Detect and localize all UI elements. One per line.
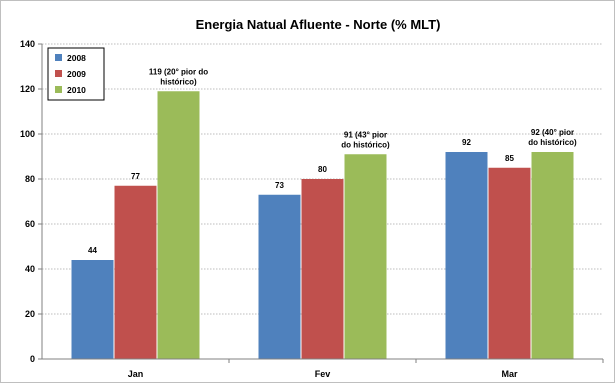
legend-label: 2010 [67, 85, 86, 95]
chart-title: Energia Natual Afluente - Norte (% MLT) [196, 17, 441, 32]
bar [445, 152, 488, 359]
y-tick-label: 80 [25, 174, 35, 184]
data-label: 85 [505, 154, 514, 163]
data-label: do histórico) [341, 140, 390, 149]
y-tick-label: 0 [30, 354, 35, 364]
data-label: 73 [275, 181, 284, 190]
y-tick-label: 120 [20, 84, 35, 94]
bar [71, 260, 114, 359]
bar [531, 152, 574, 359]
y-tick-label: 40 [25, 264, 35, 274]
data-label: 77 [131, 172, 140, 181]
x-axis: Jan Fev Mar [42, 358, 604, 379]
bar [344, 154, 387, 359]
data-label: 44 [88, 246, 97, 255]
y-tick-label: 140 [20, 39, 35, 49]
y-tick-label: 60 [25, 219, 35, 229]
y-tick-label: 20 [25, 309, 35, 319]
data-label: 92 (40° pior [531, 128, 574, 137]
legend-swatch [55, 86, 62, 93]
x-tick-label: Mar [501, 369, 518, 379]
x-tick-label: Fev [315, 369, 331, 379]
data-label: 80 [318, 165, 327, 174]
bar [114, 185, 157, 359]
data-label: do histórico) [528, 138, 577, 147]
legend-label: 2008 [67, 53, 86, 63]
bar [301, 179, 344, 359]
legend-swatch [55, 70, 62, 77]
legend-swatch [55, 54, 62, 61]
bar [488, 167, 531, 359]
bar [258, 194, 301, 359]
y-axis: 0 20 40 60 80 100 120 140 [20, 39, 43, 364]
legend-label: 2009 [67, 69, 86, 79]
data-label: 91 (43° pior [344, 130, 387, 139]
x-tick-label: Jan [128, 369, 144, 379]
bar [157, 91, 200, 359]
y-tick-label: 100 [20, 129, 35, 139]
legend: 2008 2009 2010 [47, 47, 105, 101]
data-label: histórico) [160, 77, 197, 86]
data-label: 92 [462, 138, 471, 147]
data-label: 119 (20° pior do [149, 67, 208, 76]
